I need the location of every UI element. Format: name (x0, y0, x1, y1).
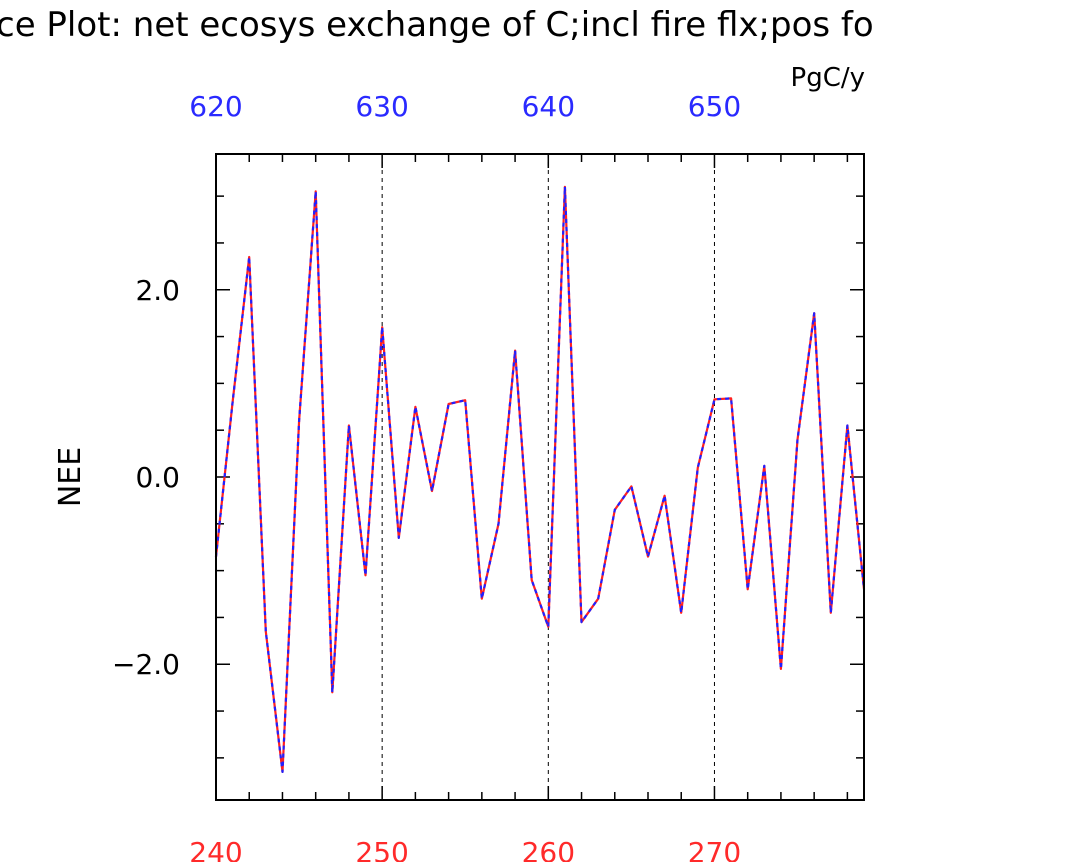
series-line-blue-dashed (214, 185, 866, 774)
x-gridlines (381, 154, 715, 800)
top-tick-label: 650 (688, 90, 741, 123)
units-label: PgC/y (791, 63, 865, 93)
chart-title: ce Plot: net ecosys exchange of C;incl f… (0, 5, 874, 45)
bottom-tick-label: 250 (355, 836, 408, 862)
y-tick-label: −2.0 (112, 648, 180, 681)
data-series (214, 185, 866, 774)
top-tick-label: 630 (355, 90, 408, 123)
y-axis-label: NEE (53, 447, 88, 507)
bottom-tick-label: 260 (522, 836, 575, 862)
plot-frame (215, 153, 865, 801)
axis-ticks (215, 154, 864, 800)
series-line-red (214, 185, 866, 774)
y-tick-label: 2.0 (135, 274, 180, 307)
top-tick-label: 620 (189, 90, 242, 123)
y-tick-label: 0.0 (135, 461, 180, 494)
bottom-tick-label: 240 (189, 836, 242, 862)
axis-tick-labels: 240 250 260 270 620 630 640 650 2.0 0.0 −2.0 (112, 90, 741, 862)
top-tick-label: 640 (522, 90, 575, 123)
bottom-tick-label: 270 (688, 836, 741, 862)
